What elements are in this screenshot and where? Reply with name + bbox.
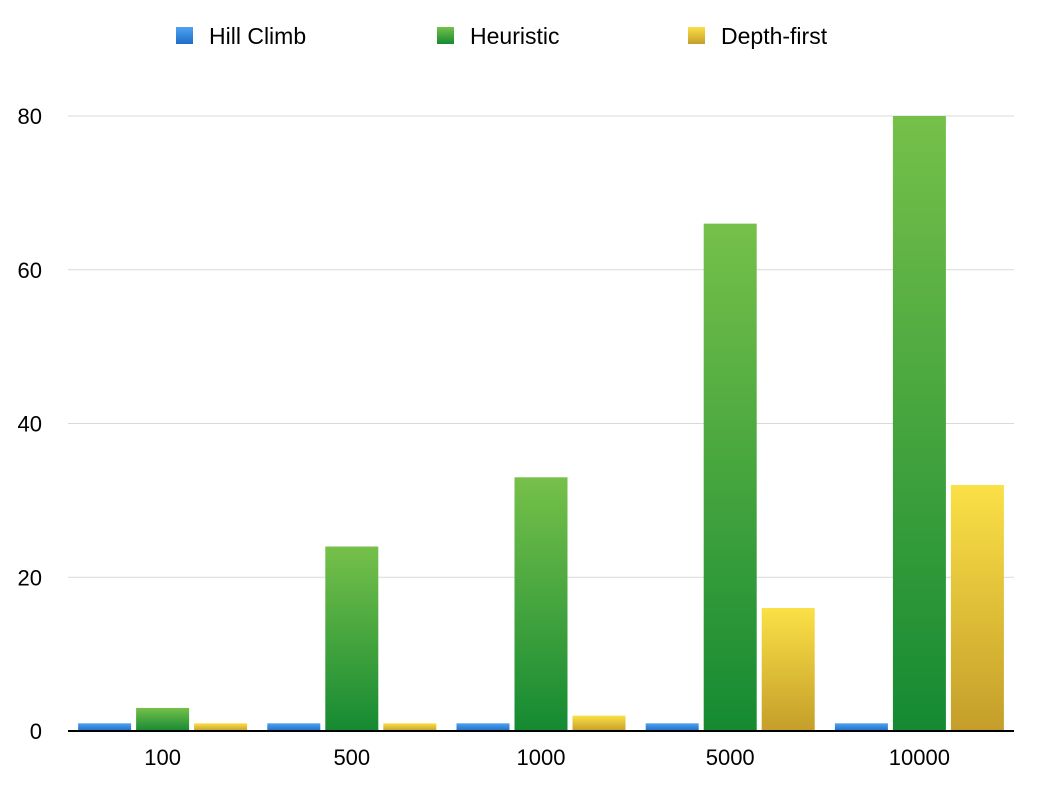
bar-heuristic-10000	[892, 116, 946, 731]
legend: Hill Climb Heuristic Depth-first	[176, 23, 828, 49]
y-tick-label: 40	[18, 412, 42, 437]
bar-depth-first-1000	[572, 715, 626, 731]
bar-depth-first-500	[383, 723, 437, 731]
x-tick-label: 10000	[889, 745, 950, 770]
bar-hill-climb-1000	[456, 723, 510, 731]
x-tick-label: 500	[333, 745, 370, 770]
y-tick-label: 60	[18, 258, 42, 283]
x-axis-ticks: 100 500 1000 5000 10000	[144, 745, 950, 770]
legend-label-hill-climb: Hill Climb	[209, 23, 306, 49]
x-tick-label: 100	[144, 745, 181, 770]
bar-heuristic-1000	[514, 477, 568, 731]
legend-swatch-hill-climb	[176, 27, 193, 44]
bar-heuristic-5000	[703, 223, 757, 731]
bar-hill-climb-500	[267, 723, 321, 731]
x-tick-label: 5000	[706, 745, 755, 770]
y-axis-ticks: 0 20 40 60 80	[18, 104, 42, 744]
bar-depth-first-10000	[950, 485, 1004, 731]
bar-hill-climb-10000	[834, 723, 888, 731]
bar-hill-climb-100	[78, 723, 132, 731]
bar-depth-first-5000	[761, 608, 815, 731]
bars	[78, 116, 1004, 731]
y-tick-label: 80	[18, 104, 42, 129]
y-tick-label: 0	[30, 719, 42, 744]
legend-label-depth-first: Depth-first	[721, 23, 828, 49]
x-tick-label: 1000	[517, 745, 566, 770]
bar-depth-first-100	[194, 723, 248, 731]
legend-swatch-heuristic	[437, 27, 454, 44]
bar-heuristic-100	[136, 707, 190, 731]
bar-hill-climb-5000	[645, 723, 699, 731]
bar-heuristic-500	[325, 546, 379, 731]
y-tick-label: 20	[18, 565, 42, 590]
legend-swatch-depth-first	[688, 27, 705, 44]
legend-label-heuristic: Heuristic	[470, 23, 559, 49]
